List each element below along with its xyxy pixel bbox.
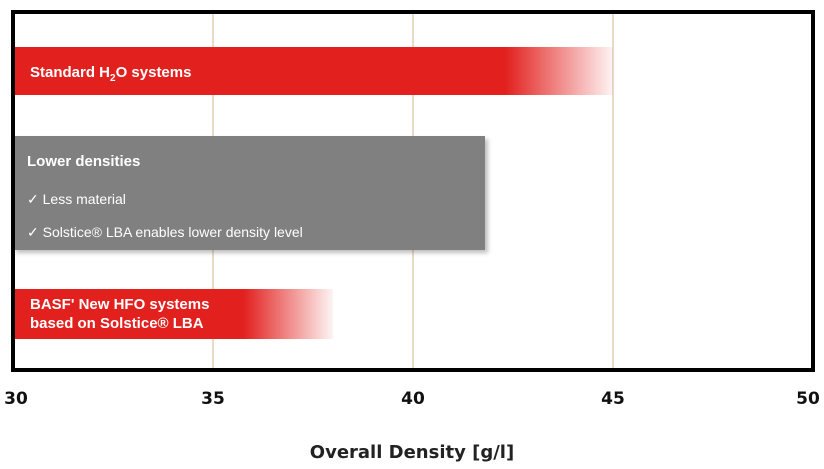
annotation-item-solstice-lba: ✓ Solstice® LBA enables lower density le… <box>27 224 303 240</box>
x-tick-label: 45 <box>601 389 625 409</box>
annotation-item-less-material: ✓ Less material <box>27 191 126 207</box>
bar-label-basf-line-2: based on Solstice® LBA <box>30 315 204 332</box>
annotation-title: Lower densities <box>27 153 140 170</box>
bar-standard-h2o <box>13 47 613 95</box>
plot-frame <box>11 10 815 372</box>
x-axis-ticks: 30 35 40 45 50 <box>4 389 820 409</box>
x-tick-label: 40 <box>401 389 425 409</box>
annotation-box-lower-densities <box>13 136 485 250</box>
x-axis-label: Overall Density [g/l] <box>310 442 514 463</box>
bar-label-basf-line-1: BASF' New HFO systems <box>30 296 209 313</box>
bar-basf-hfo <box>13 289 333 339</box>
bar-label-part-3: O systems <box>116 64 192 81</box>
bar-label-part-1: Standard H <box>30 64 110 81</box>
bar-label-subscript: 2 <box>110 73 116 84</box>
x-tick-label: 30 <box>4 389 28 409</box>
x-tick-label: 50 <box>796 389 820 409</box>
x-tick-label: 35 <box>201 389 225 409</box>
bar-label-standard-h2o: Standard H2O systems <box>30 64 191 84</box>
